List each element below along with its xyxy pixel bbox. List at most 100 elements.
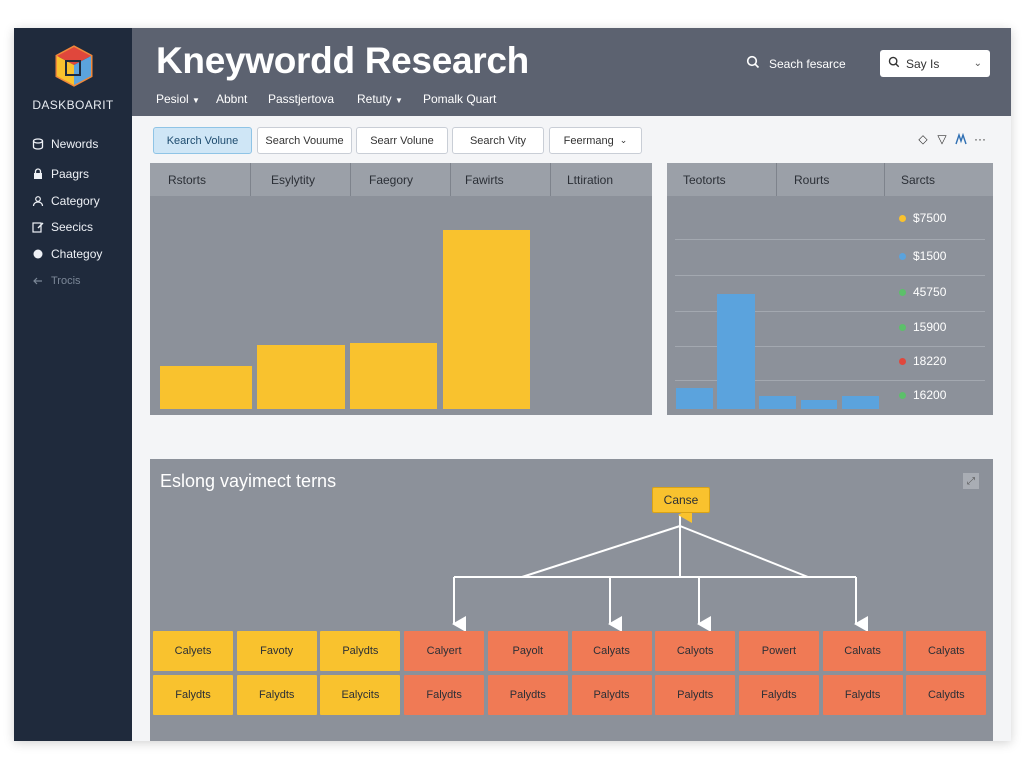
bar-yellow-4[interactable]	[443, 230, 530, 409]
gridline	[675, 239, 985, 240]
column-header[interactable]: Rstorts	[150, 163, 251, 196]
search-dropdown[interactable]: Say Is ⌄	[880, 50, 990, 77]
legend-value: $7500	[913, 211, 947, 225]
legend-value: 18220	[913, 354, 947, 368]
sidebar-item-trocis[interactable]: Trocis	[32, 271, 81, 291]
tree-root-node[interactable]: Canse	[652, 487, 710, 513]
top-nav-passtjertova[interactable]: Passtjertova	[268, 92, 334, 106]
column-header[interactable]: Teotorts	[667, 163, 777, 196]
tree-leaf-node[interactable]: Calvats	[822, 631, 903, 671]
sidebar-item-paagrs[interactable]: Paagrs	[32, 164, 89, 184]
legend-dot	[899, 288, 906, 296]
back-arrow-icon	[32, 275, 44, 287]
legend-item: 16200	[899, 388, 946, 402]
tab-search-volume-1[interactable]: Kearch Volune	[153, 127, 252, 154]
chevron-down-icon: ▼	[192, 96, 200, 105]
column-header-label: Esylytity	[271, 172, 316, 187]
tab-label: Kearch Volune	[166, 134, 239, 147]
tree-leaf-node[interactable]: Falydts	[738, 675, 819, 715]
more-icon[interactable]: ···	[974, 132, 986, 146]
tab-search-volume-3[interactable]: Searr Volune	[356, 127, 448, 154]
tree-leaf-node[interactable]: Falydts	[404, 675, 485, 715]
legend-item: 45750	[899, 285, 946, 299]
bar-blue-2[interactable]	[717, 293, 755, 409]
panel-header-bar	[667, 163, 993, 196]
tab-label: Feermang	[563, 134, 614, 147]
legend-dot	[899, 252, 906, 260]
sidebar-item-label: Category	[51, 194, 100, 208]
sidebar-item-category[interactable]: Category	[32, 191, 100, 211]
tab-feermang[interactable]: Feermang ⌄	[549, 127, 642, 154]
filter-tabs: Kearch Volune Search Vouume Searr Volune…	[132, 116, 1011, 160]
tree-leaf-node[interactable]: Falydts	[153, 675, 233, 715]
brand-name: DASKBOARIT	[32, 98, 114, 112]
sidebar-item-newords[interactable]: Newords	[32, 134, 98, 154]
column-header[interactable]: Faegory	[351, 163, 451, 196]
gridline	[675, 311, 985, 312]
legend-item: 15900	[899, 320, 946, 334]
tree-leaf-node[interactable]: Calyats	[906, 631, 987, 671]
tree-leaf-node[interactable]: Favoty	[236, 631, 317, 671]
bar-chart-panel: Rstorts Esylytity Faegory Fawirts Lttira…	[150, 163, 652, 415]
legend-value: 16200	[913, 388, 947, 402]
top-nav-pomalk-quart[interactable]: Pomalk Quart	[423, 92, 496, 106]
sidebar-item-chategoy[interactable]: Chategoy	[32, 244, 102, 264]
bar-blue-4[interactable]	[801, 400, 837, 409]
legend-value: $1500	[913, 249, 947, 263]
column-header[interactable]: Rourts	[777, 163, 885, 196]
top-nav-retuty[interactable]: Retuty ▼	[357, 92, 403, 106]
sidebar-item-seecics[interactable]: Seecics	[32, 217, 93, 237]
column-header-label: Lttiration	[567, 172, 614, 187]
trend-chart-panel: Teotorts Rourts Sarcts $7500 $1500 45750…	[667, 163, 993, 415]
tree-leaf-node[interactable]: Calydts	[906, 675, 987, 715]
sidebar-item-label: Newords	[51, 137, 99, 151]
column-header[interactable]: Fawirts	[451, 163, 551, 196]
search-resource-link[interactable]: Seach fesarce	[746, 55, 846, 72]
legend-dot	[899, 357, 906, 365]
tree-leaf-node[interactable]: Falydts	[236, 675, 317, 715]
tab-search-volume-2[interactable]: Search Vouume	[257, 127, 352, 154]
tree-leaf-node[interactable]: Calyats	[571, 631, 652, 671]
top-nav-label: Pesiol	[156, 92, 189, 106]
column-header[interactable]: Lttiration	[551, 163, 652, 196]
tab-search-vity[interactable]: Search Vity	[452, 127, 544, 154]
expand-icon[interactable]: ⤢	[963, 473, 979, 489]
diamond-icon[interactable]: ◇	[918, 132, 928, 146]
tree-leaf-node[interactable]: Falydts	[822, 675, 903, 715]
chart-icon[interactable]	[954, 132, 968, 146]
top-nav-abbnt[interactable]: Abbnt	[216, 92, 247, 106]
circle-icon	[32, 248, 44, 260]
column-header-label: Faegory	[369, 172, 414, 187]
top-nav-label: Retuty	[357, 92, 392, 106]
column-header[interactable]: Esylytity	[251, 163, 351, 196]
bar-yellow-3[interactable]	[350, 342, 437, 409]
column-header[interactable]: Sarcts	[885, 163, 993, 196]
bar-yellow-2[interactable]	[257, 345, 345, 409]
filter-icon[interactable]: ▽	[937, 132, 947, 146]
column-header-label: Sarcts	[901, 172, 936, 187]
top-nav-pesiol[interactable]: Pesiol ▼	[156, 92, 200, 106]
search-dropdown-value: Say Is	[906, 56, 940, 71]
search-link-label: Seach fesarce	[769, 56, 846, 71]
search-icon	[746, 55, 760, 72]
tree-leaf-node[interactable]: Calyets	[153, 631, 233, 671]
tab-label: Searr Volune	[370, 134, 434, 147]
bar-blue-3[interactable]	[759, 396, 796, 409]
bar-blue-1[interactable]	[676, 387, 713, 409]
tree-leaf-node[interactable]: Ealycits	[320, 675, 401, 715]
page-header: Kneywordd Research Pesiol ▼ Abbnt Passtj…	[132, 28, 1011, 116]
tree-leaf-node[interactable]: Powert	[738, 631, 819, 671]
sidebar-item-label: Chategoy	[51, 247, 103, 261]
tab-label: Search Vouume	[265, 134, 344, 147]
tree-leaf-node[interactable]: Palydts	[571, 675, 652, 715]
tree-leaf-node[interactable]: Calyert	[404, 631, 485, 671]
tree-leaf-node[interactable]: Palydts	[655, 675, 736, 715]
bar-blue-5[interactable]	[842, 396, 879, 409]
column-header-label: Teotorts	[683, 172, 726, 187]
sidebar-item-label: Paagrs	[51, 167, 90, 181]
tree-leaf-node[interactable]: Palydts	[320, 631, 401, 671]
tree-leaf-node[interactable]: Payolt	[487, 631, 568, 671]
bar-yellow-1[interactable]	[160, 366, 252, 409]
tree-leaf-node[interactable]: Palydts	[487, 675, 568, 715]
tree-leaf-node[interactable]: Calyots	[655, 631, 736, 671]
